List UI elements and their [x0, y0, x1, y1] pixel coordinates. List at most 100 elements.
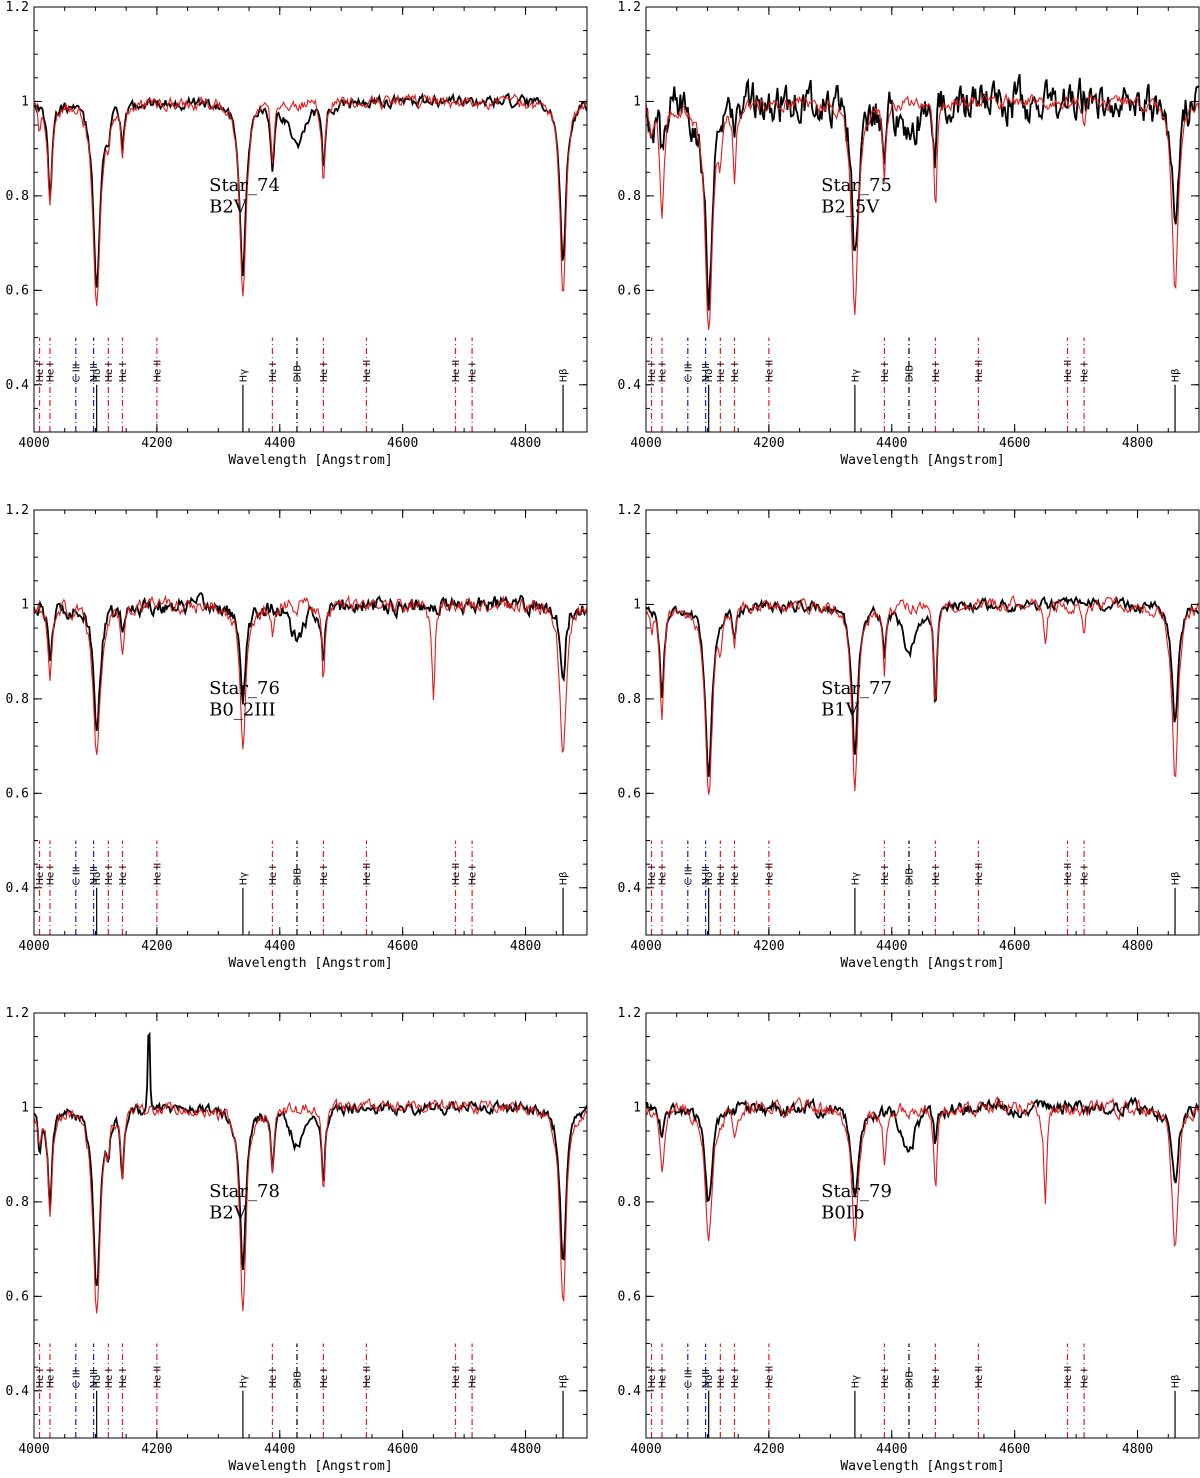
- marker-label: He II: [362, 360, 373, 383]
- spectra: [34, 92, 587, 306]
- y-tick-label: 1.2: [618, 1006, 641, 1021]
- marker-label: He I: [45, 866, 56, 886]
- marker-label: He I: [647, 866, 658, 886]
- y-tick-label: 1: [21, 1100, 29, 1115]
- model-spectrum: [646, 92, 1199, 330]
- marker-label: N III: [701, 363, 712, 383]
- marker-label: He II: [362, 1366, 373, 1389]
- marker-label: He I: [35, 866, 46, 886]
- model-spectrum: [646, 595, 1199, 795]
- x-tick-label: 4000: [630, 939, 661, 954]
- x-axis-label: Wavelength [Angstrom]: [228, 453, 392, 468]
- marker-label: He I: [1080, 1369, 1091, 1389]
- observed-spectrum: [34, 92, 587, 288]
- x-axis-label: Wavelength [Angstrom]: [228, 1459, 392, 1474]
- x-tick-label: 4400: [264, 436, 295, 451]
- x-tick-label: 4400: [876, 939, 907, 954]
- marker-label: He II: [152, 863, 163, 886]
- marker-label: Hβ: [1171, 872, 1182, 886]
- star-name: Star_77: [821, 678, 892, 699]
- model-spectrum: [34, 92, 587, 306]
- marker-label: C III: [683, 866, 694, 885]
- marker-label: Hβ: [559, 1375, 570, 1389]
- x-tick-label: 4000: [630, 1442, 661, 1457]
- marker-label: He I: [468, 866, 479, 886]
- marker-label: He II: [451, 863, 462, 886]
- x-tick-label: 4000: [18, 436, 49, 451]
- marker-label: He I: [268, 363, 279, 383]
- y-tick-label: 1.2: [618, 0, 641, 15]
- x-tick-label: 4400: [264, 1442, 295, 1457]
- x-tick-label: 4000: [630, 436, 661, 451]
- x-axis-label: Wavelength [Angstrom]: [840, 453, 1004, 468]
- marker-label: Hδ: [92, 872, 103, 886]
- star-name: Star_79: [821, 1181, 892, 1202]
- x-tick-label: 4200: [141, 939, 172, 954]
- marker-label: He II: [974, 1366, 985, 1389]
- marker-label: He I: [268, 1369, 279, 1389]
- y-tick-label: 1: [633, 597, 641, 612]
- y-tick-label: 0.4: [6, 378, 30, 393]
- marker-label: He I: [104, 866, 115, 886]
- marker-label: He I: [45, 1369, 56, 1389]
- star-name: Star_75: [821, 175, 892, 196]
- x-tick-label: 4200: [141, 436, 172, 451]
- y-tick-label: 1.2: [6, 1006, 29, 1021]
- marker-label: He I: [880, 363, 891, 383]
- marker-label: He I: [730, 1369, 741, 1389]
- marker-label: He I: [657, 363, 668, 383]
- spectral-type: B0_2III: [209, 699, 275, 720]
- marker-label: He I: [468, 1369, 479, 1389]
- marker-label: He I: [118, 866, 129, 886]
- plot-frame: [33, 6, 588, 433]
- marker-label: DIB: [292, 365, 303, 383]
- marker-label: He II: [764, 863, 775, 886]
- marker-label: He I: [931, 1369, 942, 1389]
- marker-label: C III: [71, 1369, 82, 1388]
- x-axis-label: Wavelength [Angstrom]: [840, 1459, 1004, 1474]
- marker-label: He I: [319, 866, 330, 886]
- plot-frame: [33, 1012, 588, 1439]
- plot-frame: [645, 1012, 1200, 1439]
- marker-label: He II: [764, 360, 775, 383]
- marker-label: Hδ: [704, 872, 715, 886]
- marker-label: Hβ: [1171, 369, 1182, 383]
- marker-label: He I: [647, 1369, 658, 1389]
- y-tick-label: 0.4: [6, 881, 30, 896]
- marker-label: He I: [730, 866, 741, 886]
- marker-label: Hγ: [238, 369, 249, 383]
- spectra: [34, 591, 587, 755]
- marker-label: N III: [89, 866, 100, 886]
- x-tick-label: 4600: [387, 1442, 418, 1457]
- marker-label: He I: [118, 363, 129, 383]
- marker-label: He I: [1080, 363, 1091, 383]
- spectral-type: B0Ib: [821, 1202, 864, 1223]
- marker-label: Hδ: [704, 1375, 715, 1389]
- y-tick-label: 0.4: [618, 881, 642, 896]
- y-tick-label: 0.8: [6, 692, 29, 707]
- y-tick-label: 0.6: [618, 283, 641, 298]
- marker-label: He I: [730, 363, 741, 383]
- marker-label: He I: [319, 1369, 330, 1389]
- marker-label: Hβ: [559, 369, 570, 383]
- x-tick-label: 4800: [1122, 939, 1153, 954]
- y-tick-label: 0.4: [618, 378, 642, 393]
- spectral-type: B2V: [209, 1202, 248, 1223]
- spectra: [34, 1031, 587, 1314]
- x-axis-label: Wavelength [Angstrom]: [840, 956, 1004, 971]
- x-tick-label: 4400: [876, 1442, 907, 1457]
- marker-label: N III: [89, 1369, 100, 1389]
- x-tick-label: 4800: [1122, 1442, 1153, 1457]
- spectra: [646, 595, 1199, 795]
- x-tick-label: 4000: [18, 1442, 49, 1457]
- marker-label: He I: [716, 866, 727, 886]
- x-tick-label: 4600: [999, 939, 1030, 954]
- y-tick-label: 1: [633, 94, 641, 109]
- y-tick-label: 0.4: [6, 1384, 30, 1399]
- y-tick-label: 0.8: [618, 692, 641, 707]
- plot-frame: [33, 509, 588, 936]
